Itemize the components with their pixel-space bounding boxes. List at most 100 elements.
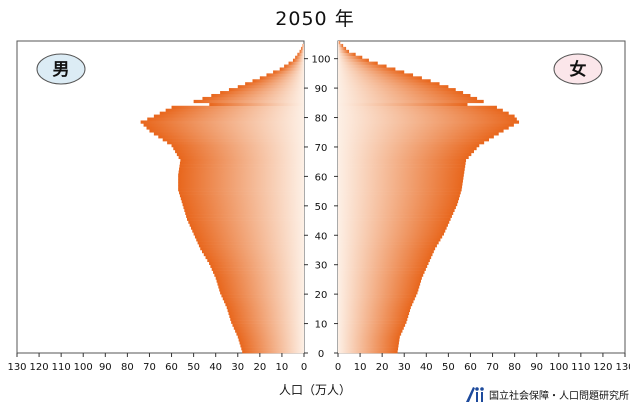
male-bar-age-7: [235, 329, 304, 333]
female-x-tick-label-40: 40: [420, 362, 433, 373]
male-bar-age-10: [231, 320, 304, 324]
female-bar-age-5: [338, 335, 400, 339]
female-x-tick-label-30: 30: [398, 362, 411, 373]
female-bar-age-58: [338, 179, 463, 183]
age-tick-label-0: 0: [318, 349, 324, 360]
female-bar-age-28: [338, 267, 426, 271]
age-axis: 0 10 20 30 40 50 60 70 80 90 100: [304, 55, 338, 360]
male-bar-age-97: [284, 64, 304, 68]
female-x-tick-label-130: 130: [615, 362, 630, 373]
female-x-tick-label-20: 20: [376, 362, 389, 373]
male-bar-age-30: [209, 261, 304, 265]
male-x-tick-label-30: 30: [231, 362, 244, 373]
female-bar-age-59: [338, 176, 464, 180]
female-bar-age-88: [338, 91, 464, 95]
female-bar-age-25: [338, 276, 422, 280]
male-x-tick-label-40: 40: [209, 362, 222, 373]
female-bar-age-14: [338, 308, 410, 313]
female-bar-age-24: [338, 279, 422, 283]
female-bar-age-3: [338, 341, 399, 345]
female-bar-age-61: [338, 170, 465, 174]
male-bar-age-62: [179, 167, 304, 171]
male-bar-age-32: [205, 255, 304, 260]
female-bar-age-65: [338, 158, 467, 162]
female-bar-age-105: [338, 41, 341, 45]
female-x-tick-label-50: 50: [442, 362, 455, 373]
female-bar-age-42: [338, 226, 447, 230]
male-bar-age-8: [233, 326, 304, 330]
female-bar-age-60: [338, 173, 464, 177]
female-bar-age-86: [338, 96, 478, 101]
male-bar-age-18: [222, 297, 304, 301]
female-bar-age-82: [338, 108, 503, 112]
male-bar-age-73: [158, 135, 304, 139]
female-bar-age-57: [338, 182, 463, 186]
male-bar-age-41: [192, 229, 304, 233]
male-bar-age-71: [167, 141, 304, 145]
female-bar-age-102: [338, 49, 350, 54]
female-legend-label: 女: [570, 59, 587, 80]
male-bar-age-45: [186, 217, 304, 221]
male-bar-age-37: [197, 241, 304, 245]
female-x-tick-label-120: 120: [593, 362, 612, 373]
male-bar-age-91: [245, 82, 304, 86]
organization-name: 国立社会保障・人口問題研究所: [489, 390, 629, 402]
male-bar-age-74: [153, 132, 304, 136]
female-bar-age-30: [338, 261, 429, 265]
female-bar-age-100: [338, 55, 363, 59]
male-bar-age-4: [238, 338, 304, 342]
male-bar-age-87: [211, 93, 304, 98]
age-tick-label-80: 80: [315, 114, 328, 125]
female-bar-age-1: [338, 347, 399, 351]
male-bar-age-13: [228, 311, 304, 316]
male-bar-age-53: [179, 194, 304, 198]
male-x-tick-label-50: 50: [187, 362, 200, 373]
female-bar-age-89: [338, 88, 456, 92]
female-bar-age-69: [338, 146, 477, 151]
female-bar-age-43: [338, 223, 448, 227]
male-bar-age-100: [295, 55, 304, 59]
female-bar-age-12: [338, 314, 409, 318]
female-bar-age-40: [338, 232, 444, 236]
female-bar-age-2: [338, 344, 399, 348]
female-bar-age-56: [338, 185, 463, 189]
male-bar-age-64: [179, 161, 304, 165]
male-bar-age-9: [232, 323, 304, 327]
female-bar-age-103: [338, 46, 347, 51]
male-bar-age-89: [228, 88, 304, 92]
female-bar-age-48: [338, 208, 455, 213]
male-bar-age-26: [214, 273, 304, 277]
male-bar-age-96: [279, 67, 304, 71]
age-tick-label-70: 70: [315, 143, 328, 154]
female-bar-age-93: [338, 76, 422, 80]
male-bar-age-19: [221, 294, 304, 298]
female-bar-age-62: [338, 167, 465, 171]
male-x-tick-label-10: 10: [276, 362, 289, 373]
male-x-tick-label-70: 70: [143, 362, 156, 373]
female-bar-age-31: [338, 258, 430, 263]
male-bar-age-29: [210, 264, 304, 268]
male-bar-age-52: [180, 197, 304, 201]
female-bar-age-41: [338, 229, 446, 233]
female-x-tick-label-90: 90: [530, 362, 543, 373]
male-bar-age-40: [193, 232, 304, 236]
male-bar-age-57: [178, 182, 304, 186]
female-bar-age-45: [338, 217, 451, 221]
female-bars: [338, 41, 520, 354]
male-bar-age-24: [216, 279, 304, 283]
female-x-tick-label-70: 70: [486, 362, 499, 373]
male-bar-age-39: [194, 235, 304, 239]
female-bar-age-38: [338, 238, 441, 242]
male-bar-age-21: [219, 288, 304, 292]
male-bar-age-46: [186, 214, 304, 218]
age-tick-label-10: 10: [315, 320, 328, 331]
male-x-tick-label-120: 120: [30, 362, 49, 373]
male-bar-age-17: [224, 300, 304, 304]
female-bar-age-71: [338, 141, 485, 145]
male-bar-age-47: [185, 211, 304, 215]
male-bar-age-49: [183, 205, 304, 210]
female-bar-age-67: [338, 152, 472, 157]
male-bar-age-92: [252, 79, 304, 83]
female-bar-age-68: [338, 149, 474, 154]
male-bar-age-14: [227, 308, 304, 313]
